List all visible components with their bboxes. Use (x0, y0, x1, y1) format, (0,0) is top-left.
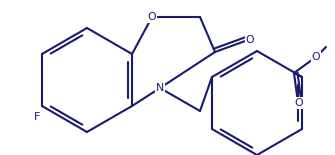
Text: N: N (156, 83, 164, 93)
Text: O: O (295, 98, 303, 108)
Text: O: O (312, 52, 320, 62)
Text: O: O (148, 12, 156, 22)
Text: F: F (34, 112, 40, 122)
Text: O: O (246, 35, 254, 45)
